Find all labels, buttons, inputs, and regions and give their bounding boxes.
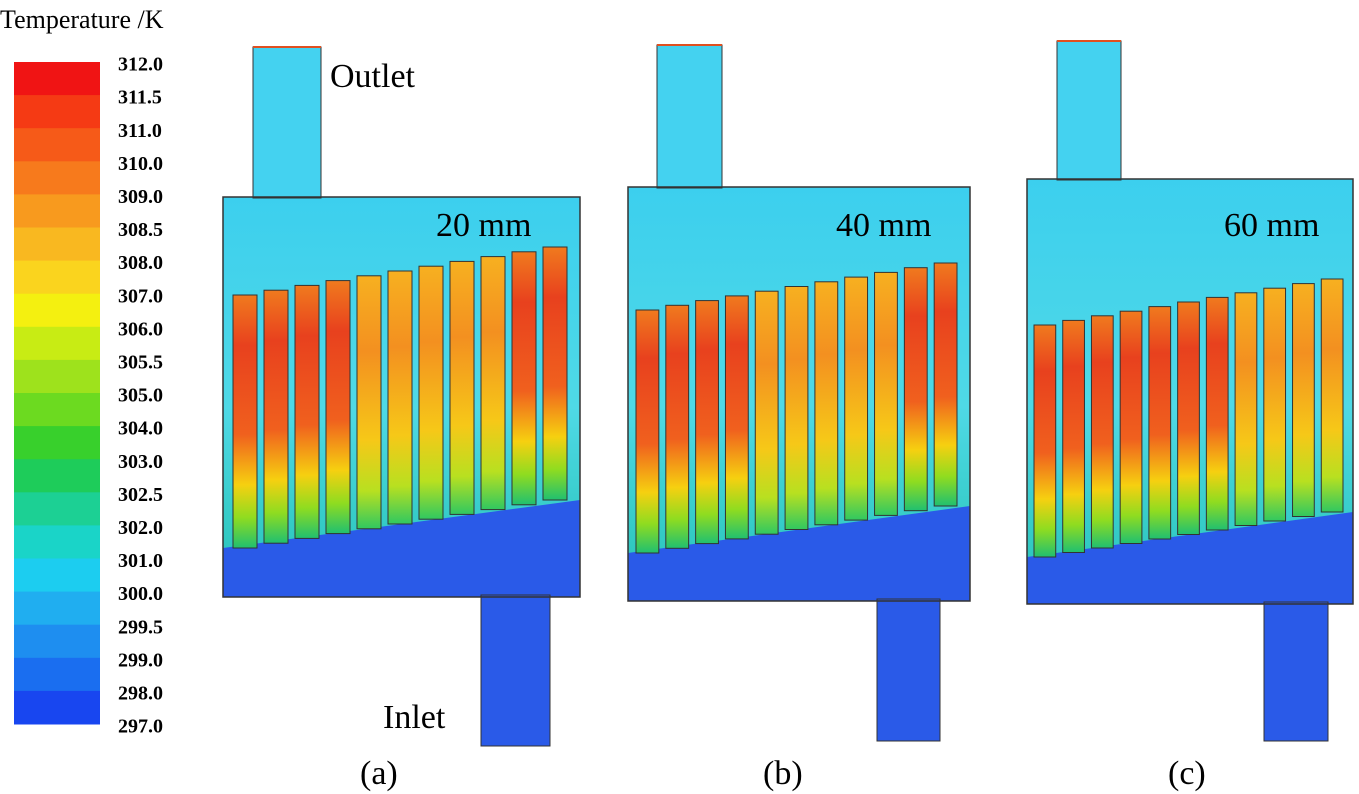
panel-label: (a): [360, 755, 398, 792]
inlet-pipe: [876, 598, 941, 742]
colorbar: 312.0 311.5 311.0 310.0 309.0 308.5 308.0 307.0…: [14, 54, 163, 738]
colorbar-label: 305.5: [118, 351, 163, 373]
colorbar-band: [14, 492, 100, 526]
cooling-channel: [325, 280, 351, 535]
legend-title: Temperature /K: [0, 5, 164, 34]
panel: 60 mm (c): [1026, 40, 1354, 792]
cooling-channel: [418, 265, 444, 520]
cooling-channel: [903, 267, 928, 512]
colorbar-band: [14, 128, 100, 162]
cooling-channel: [1033, 324, 1057, 558]
colorbar-band: [14, 293, 100, 328]
cooling-channel: [814, 281, 839, 526]
cooling-channel: [784, 286, 809, 530]
colorbar-band: [14, 227, 100, 262]
cooling-channel: [754, 290, 779, 535]
colorbar-label: 304.0: [118, 418, 163, 440]
spacing-label: 40 mm: [836, 207, 931, 244]
cooling-channel: [1205, 296, 1229, 531]
spacing-label: 60 mm: [1224, 207, 1319, 244]
colorbar-band: [14, 260, 100, 295]
colorbar-label: 301.0: [118, 550, 163, 572]
colorbar-label: 302.5: [118, 484, 163, 506]
cooling-channel: [1148, 306, 1172, 540]
colorbar-label: 306.0: [118, 318, 163, 340]
cooling-channel: [874, 271, 898, 516]
cooling-channel: [542, 246, 568, 501]
colorbar-band: [14, 525, 100, 559]
cooling-channel: [1062, 319, 1085, 553]
cooling-channel: [232, 294, 258, 549]
cooling-channel: [724, 295, 749, 540]
panel: 40 mm (b): [627, 44, 971, 792]
cooling-channel: [695, 300, 719, 545]
spacing-label: 20 mm: [436, 207, 531, 244]
colorbar-band: [14, 426, 100, 460]
body-outline: [1026, 178, 1354, 605]
colorbar-label: 299.0: [118, 649, 163, 671]
colorbar-band: [14, 558, 100, 593]
cooling-channel: [1320, 278, 1344, 513]
colorbar-label: 308.0: [118, 252, 163, 274]
colorbar-label: 303.0: [118, 451, 163, 473]
colorbar-label: 307.0: [118, 285, 163, 307]
cooling-channel: [387, 270, 413, 525]
colorbar-band: [14, 591, 100, 626]
colorbar-label: 309.0: [118, 186, 163, 208]
colorbar-label: 299.5: [118, 616, 163, 638]
cooling-channel: [356, 275, 382, 530]
inlet-label: Inlet: [383, 699, 446, 736]
cooling-channel: [1090, 315, 1114, 549]
outlet-label: Outlet: [330, 58, 416, 95]
cooling-channel: [844, 276, 869, 521]
colorbar-label: 312.0: [118, 54, 163, 76]
cooling-channel: [449, 260, 475, 515]
colorbar-label: 311.0: [118, 120, 162, 142]
cooling-channel: [1263, 287, 1287, 522]
cooling-channel: [665, 304, 690, 549]
body-outline: [627, 186, 971, 602]
cooling-channel: [480, 256, 506, 511]
colorbar-band: [14, 393, 100, 427]
cooling-channel: [263, 289, 289, 544]
colorbar-label: 302.0: [118, 517, 163, 539]
inlet-pipe: [480, 594, 551, 747]
outlet-pipe: [656, 44, 723, 189]
panel-label: (c): [1168, 755, 1206, 792]
colorbar-band: [14, 161, 100, 195]
cooling-channel: [294, 284, 320, 539]
outlet-pipe: [252, 46, 322, 199]
colorbar-band: [14, 459, 100, 493]
colorbar-band: [14, 690, 100, 725]
colorbar-band: [14, 326, 100, 361]
panel: 20 mm (a): [222, 46, 581, 792]
colorbar-label: 297.0: [118, 716, 163, 738]
colorbar-band: [14, 657, 100, 692]
cooling-channel: [1177, 301, 1200, 535]
colorbar-band: [14, 95, 100, 129]
body-outline: [222, 196, 581, 598]
panel-label: (b): [763, 755, 803, 792]
colorbar-band: [14, 62, 100, 96]
colorbar-label: 308.5: [118, 219, 163, 241]
colorbar-label: 311.5: [118, 87, 162, 109]
inlet-pipe: [1263, 601, 1329, 742]
cooling-channel: [635, 309, 660, 554]
colorbar-label: 305.0: [118, 385, 163, 407]
outlet-pipe: [1056, 40, 1122, 181]
colorbar-band: [14, 624, 100, 659]
cooling-channel: [933, 262, 958, 507]
panels: 20 mm (a) 40 mm (b) 60 mm (c): [222, 40, 1354, 792]
cooling-channel: [1292, 283, 1315, 517]
cooling-channel: [1119, 310, 1143, 545]
colorbar-label: 310.0: [118, 153, 163, 175]
colorbar-band: [14, 359, 100, 394]
colorbar-band: [14, 194, 100, 228]
colorbar-label: 298.0: [118, 682, 163, 704]
cooling-channel: [1234, 292, 1258, 526]
colorbar-label: 300.0: [118, 583, 163, 605]
cooling-channel: [511, 251, 537, 506]
